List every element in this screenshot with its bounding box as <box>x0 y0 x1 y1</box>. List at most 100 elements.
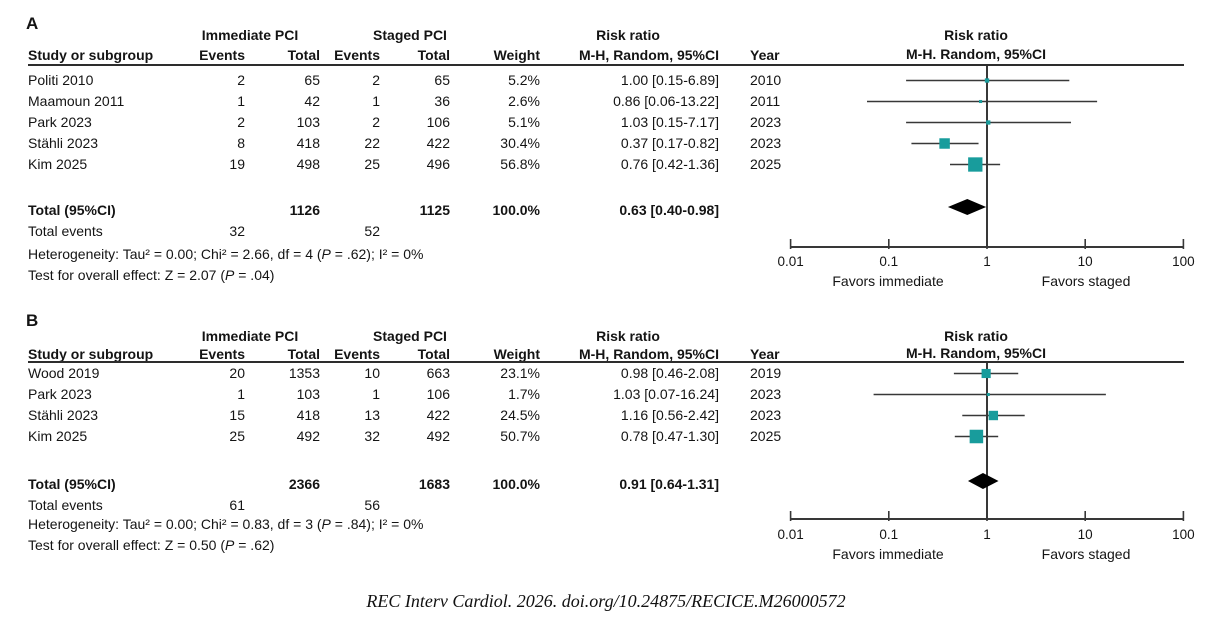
events-staged: 22 <box>364 135 380 151</box>
col-header-study: Study or subgroup <box>28 47 154 63</box>
weight: 1.7% <box>508 386 540 402</box>
plot-title: Risk ratio <box>944 328 1008 344</box>
axis-tick-label: 0.01 <box>777 527 804 542</box>
heterogeneity-note: Heterogeneity: Tau² = 0.00; Chi² = 2.66,… <box>28 246 424 262</box>
col-header-total-imm: Total <box>287 47 320 63</box>
total-staged: 496 <box>426 156 450 172</box>
total-immediate: 498 <box>296 156 320 172</box>
total-immediate: 103 <box>296 114 320 130</box>
study-name: Politi 2010 <box>28 72 94 88</box>
total-imm: 2366 <box>288 476 320 492</box>
panel-label: A <box>26 14 39 33</box>
weight: 5.1% <box>508 114 540 130</box>
year: 2011 <box>750 93 781 109</box>
study-weight-marker <box>939 138 950 149</box>
year: 2023 <box>750 114 782 130</box>
risk-ratio-ci: 0.86 [0.06-13.22] <box>613 93 719 109</box>
header-rule <box>28 64 1184 66</box>
study-weight-marker <box>968 157 983 172</box>
total-staged: 65 <box>434 72 450 88</box>
study-weight-marker <box>986 393 990 396</box>
risk-ratio-ci: 0.78 [0.47-1.30] <box>620 428 719 444</box>
axis-tick-label: 1 <box>983 527 991 542</box>
study-weight-marker <box>969 429 984 444</box>
weight: 50.7% <box>500 428 540 444</box>
group-header-immediate-pci: Immediate PCI <box>201 27 299 43</box>
favors-right-label: Favors staged <box>1041 273 1131 289</box>
col-header-events-imm: Events <box>199 346 245 362</box>
total-staged: 422 <box>426 135 450 151</box>
events-staged: 2 <box>372 114 380 130</box>
study-name: Stähli 2023 <box>28 135 99 151</box>
overall-effect-note: Test for overall effect: Z = 2.07 (P = .… <box>28 267 275 283</box>
year: 2010 <box>750 72 782 88</box>
study-name: Kim 2025 <box>28 156 88 172</box>
events-staged: 1 <box>372 386 380 402</box>
heterogeneity-note: Heterogeneity: Tau² = 0.00; Chi² = 0.83,… <box>28 516 424 532</box>
study-name: Kim 2025 <box>28 428 88 444</box>
risk-ratio-ci: 1.03 [0.15-7.17] <box>620 114 719 130</box>
total-staged: 492 <box>426 428 450 444</box>
col-header-total-imm: Total <box>287 346 320 362</box>
axis-tick-label: 0.01 <box>777 254 804 269</box>
events-immediate: 8 <box>237 135 245 151</box>
risk-ratio-ci: 1.16 [0.56-2.42] <box>620 407 719 423</box>
year: 2019 <box>750 365 782 381</box>
group-header-risk-ratio: Risk ratio <box>596 328 660 344</box>
axis-tick-label: 1 <box>983 254 991 269</box>
total-staged: 106 <box>426 114 450 130</box>
year: 2023 <box>750 135 782 151</box>
study-name: Maamoun 2011 <box>28 93 125 109</box>
group-header-staged-pci: Staged PCI <box>373 328 447 344</box>
events-staged: 13 <box>364 407 380 423</box>
year: 2025 <box>750 428 782 444</box>
study-weight-marker <box>981 368 991 379</box>
study-weight-marker <box>988 410 999 421</box>
favors-right-label: Favors staged <box>1041 546 1131 562</box>
axis-tick-label: 0.1 <box>879 527 899 542</box>
year: 2023 <box>750 386 782 402</box>
pooled-diamond <box>967 473 999 489</box>
col-header-mh-random: M-H, Random, 95%CI <box>578 47 719 63</box>
events-immediate: 19 <box>229 156 245 172</box>
study-name: Park 2023 <box>28 386 92 402</box>
total-events-staged: 56 <box>364 497 380 513</box>
total-immediate: 1353 <box>288 365 320 381</box>
risk-ratio-ci: 1.00 [0.15-6.89] <box>620 72 719 88</box>
axis-tick-label: 10 <box>1077 527 1093 542</box>
favors-left-label: Favors immediate <box>832 273 944 289</box>
total-immediate: 418 <box>296 135 320 151</box>
axis-tick-label: 100 <box>1172 527 1195 542</box>
events-staged: 10 <box>364 365 380 381</box>
events-immediate: 25 <box>229 428 245 444</box>
col-header-events-imm: Events <box>199 47 245 63</box>
total-weight: 100.0% <box>492 202 540 218</box>
total-staged: 106 <box>426 386 450 402</box>
risk-ratio-ci: 0.98 [0.46-2.08] <box>620 365 719 381</box>
group-header-staged-pci: Staged PCI <box>373 27 447 43</box>
events-staged: 32 <box>364 428 380 444</box>
total-immediate: 42 <box>304 93 320 109</box>
total-events-label: Total events <box>28 497 103 513</box>
total-immediate: 418 <box>296 407 320 423</box>
total-events-immediate: 61 <box>229 497 245 513</box>
total-risk-ratio: 0.63 [0.40-0.98] <box>619 202 719 218</box>
events-immediate: 2 <box>237 114 245 130</box>
plot-subtitle: M-H. Random, 95%CI <box>905 46 1047 62</box>
col-header-weight: Weight <box>493 47 540 63</box>
axis-tick-label: 10 <box>1077 254 1093 269</box>
citation: REC Interv Cardiol. 2026. doi.org/10.248… <box>366 591 846 611</box>
plot-subtitle: M-H. Random, 95%CI <box>905 345 1047 361</box>
risk-ratio-ci: 0.76 [0.42-1.36] <box>620 156 719 172</box>
axis-tick-label: 0.1 <box>879 254 899 269</box>
weight: 24.5% <box>500 407 540 423</box>
events-immediate: 15 <box>229 407 245 423</box>
events-staged: 2 <box>372 72 380 88</box>
header-rule <box>28 361 1184 363</box>
events-staged: 1 <box>372 93 380 109</box>
events-immediate: 1 <box>237 386 245 402</box>
col-header-events-staged: Events <box>334 346 380 362</box>
total-risk-ratio: 0.91 [0.64-1.31] <box>619 476 719 492</box>
